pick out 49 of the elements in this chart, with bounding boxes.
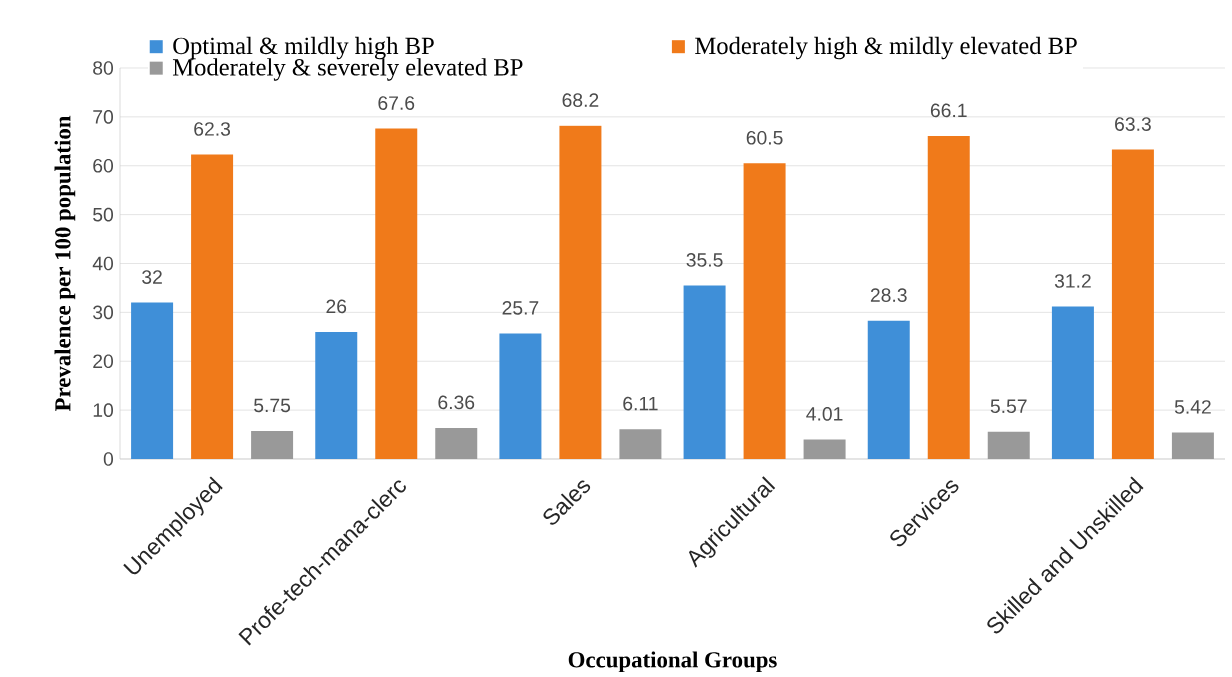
y-tick-label: 40 — [92, 256, 114, 271]
data-label: 26 — [326, 299, 347, 314]
data-label: 6.11 — [623, 396, 658, 411]
data-label: 66.1 — [930, 103, 967, 118]
legend-label: Moderately high & mildly elevated BP — [695, 36, 1077, 60]
y-tick-label: 20 — [93, 354, 114, 369]
data-label: 25.7 — [502, 301, 539, 315]
bar — [251, 430, 294, 459]
y-tick-label: 30 — [93, 305, 114, 320]
data-label: 35.5 — [686, 253, 723, 267]
x-axis-title: Occupational Groups — [568, 651, 777, 673]
data-label: 67.6 — [378, 96, 415, 110]
data-label: 28.3 — [870, 288, 907, 302]
bar — [1051, 306, 1094, 459]
bar — [867, 320, 910, 459]
data-label: 5.75 — [254, 398, 291, 413]
bar — [191, 154, 234, 459]
bar — [1111, 149, 1154, 459]
bar — [987, 431, 1030, 459]
y-tick-label: 10 — [93, 403, 114, 417]
bar — [803, 439, 846, 459]
y-axis-title: Prevalence per 100 population — [54, 115, 76, 412]
data-label: 6.36 — [438, 395, 475, 410]
data-label: 62.3 — [194, 122, 231, 136]
bar — [435, 427, 478, 459]
bar — [619, 429, 662, 459]
data-label: 68.2 — [562, 93, 599, 107]
bar — [131, 302, 174, 459]
bar — [683, 285, 726, 459]
y-tick-label: 70 — [93, 110, 114, 124]
y-tick-label: 60 — [93, 158, 114, 173]
data-label: 4.01 — [806, 407, 843, 421]
bar — [927, 135, 970, 459]
bar — [499, 333, 542, 459]
data-label: 32 — [142, 270, 162, 284]
data-label: 63.3 — [1115, 117, 1151, 131]
data-label: 5.42 — [1174, 400, 1211, 414]
data-label: 31.2 — [1054, 274, 1091, 288]
data-label: 60.5 — [746, 130, 783, 145]
bar — [559, 125, 602, 459]
bar — [743, 163, 786, 459]
legend-label: Moderately & severely elevated BP — [172, 58, 523, 81]
y-tick-label: 0 — [103, 452, 114, 466]
bar — [375, 128, 418, 459]
y-tick-label: 80 — [93, 61, 114, 75]
data-label: 5.57 — [990, 399, 1027, 414]
y-tick-label: 50 — [93, 207, 114, 222]
bar — [315, 331, 358, 459]
bar — [1171, 432, 1214, 459]
